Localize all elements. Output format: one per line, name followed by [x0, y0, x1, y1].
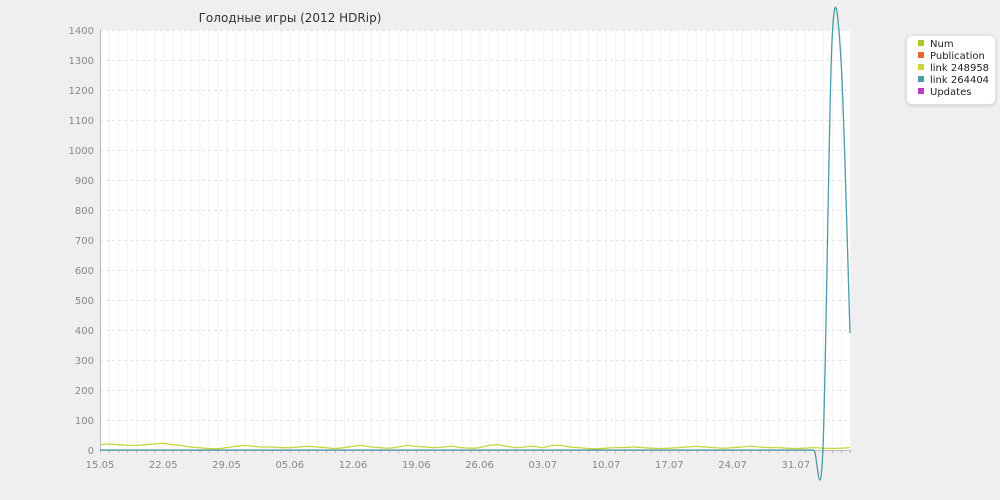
y-tick-label: 1400 — [69, 26, 94, 37]
y-tick-label: 0 — [88, 446, 94, 457]
x-tick-label: 10.07 — [592, 460, 621, 471]
legend-label: Updates — [930, 87, 972, 98]
legend-item[interactable]: Num — [918, 39, 954, 51]
x-tick-label: 26.06 — [465, 460, 494, 471]
x-tick-label: 12.06 — [339, 460, 368, 471]
x-tick-label: 24.07 — [718, 460, 747, 471]
line-chart: 0 100 200 300 400 500 600 700 800 900 1000 1100 1200… — [69, 6, 851, 481]
legend-label: link 248958 — [930, 63, 990, 74]
legend-item[interactable]: link 248958 — [918, 63, 989, 75]
x-tick-label: 22.05 — [149, 460, 178, 471]
legend-item[interactable]: Publication — [918, 51, 985, 63]
y-tick-label: 400 — [75, 326, 94, 337]
y-tick-label: 300 — [75, 356, 94, 367]
y-tick-label: 1300 — [69, 56, 94, 67]
legend-item[interactable]: link 264404 — [918, 75, 989, 87]
x-tick-label: 29.05 — [212, 460, 241, 471]
legend-swatch — [918, 64, 924, 70]
y-tick-label: 900 — [75, 176, 94, 187]
x-tick-label: 15.05 — [86, 460, 115, 471]
x-tick-label: 17.07 — [655, 460, 684, 471]
x-tick-label: 19.06 — [402, 460, 431, 471]
legend-label: Publication — [930, 51, 985, 62]
x-tick-label: 05.06 — [275, 460, 304, 471]
y-tick-label: 700 — [75, 236, 94, 247]
legend-swatch — [918, 40, 924, 46]
y-tick-label: 500 — [75, 296, 94, 307]
series-line-3 — [100, 6, 851, 481]
y-tick-label: 1100 — [69, 116, 94, 127]
legend-swatch — [918, 76, 924, 82]
y-tick-label: 200 — [75, 386, 94, 397]
y-tick-label: 100 — [75, 416, 94, 427]
y-tick-label: 600 — [75, 266, 94, 277]
x-tick-label: 03.07 — [528, 460, 557, 471]
chart-panel: 0 100 200 300 400 500 600 700 800 900 1000 1100 1200… — [8, 6, 997, 494]
legend: Num Publication link 248958 link 264404 Upda… — [906, 35, 996, 105]
y-tick-label: 800 — [75, 206, 94, 217]
series-line-2 — [99, 442, 851, 450]
y-tick-label: 1200 — [69, 86, 94, 97]
legend-swatch — [918, 52, 924, 58]
x-tick-label: 31.07 — [781, 460, 810, 471]
legend-label: link 264404 — [930, 75, 990, 86]
legend-item[interactable]: Updates — [918, 87, 971, 99]
chart-title: Голодные игры (2012 HDRip) — [199, 11, 382, 25]
legend-label: Num — [930, 39, 954, 50]
y-tick-label: 1000 — [69, 146, 94, 157]
legend-swatch — [918, 88, 924, 94]
